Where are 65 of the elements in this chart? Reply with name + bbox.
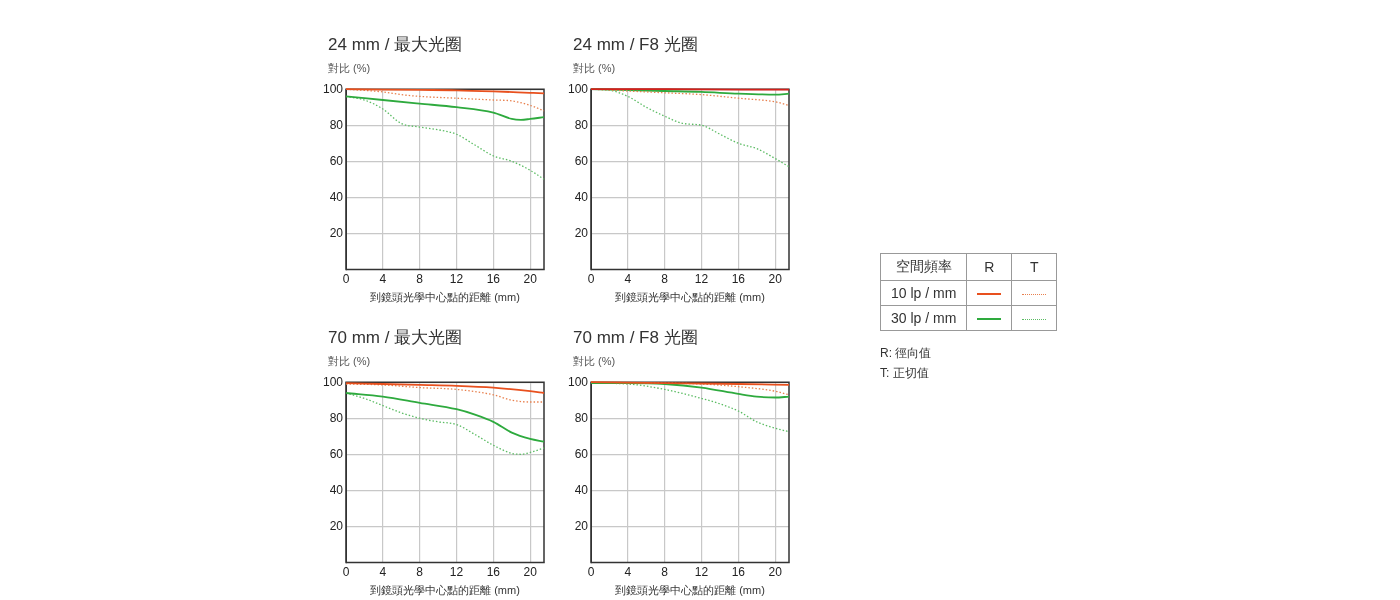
y-tick-label: 100 [567,81,589,96]
y-tick-label: 20 [329,518,344,533]
x-tick-label: 8 [661,271,669,286]
x-tick-label: 4 [379,271,387,286]
line-series [345,95,545,121]
y-tick-label: 60 [574,446,589,461]
y-tick-label: 40 [329,482,344,497]
y-tick-label: 100 [322,374,344,389]
x-tick-label: 4 [379,564,387,579]
y-tick-label: 40 [574,189,589,204]
x-tick-label: 20 [523,564,538,579]
x-axis-title: 到鏡頭光學中心點的距離 (mm) [615,291,765,304]
text: 30 lp / mm [880,305,967,331]
y-tick-label: 80 [574,117,589,132]
y-tick-label: 100 [322,81,344,96]
x-tick-label: 16 [486,271,501,286]
x-tick-label: 16 [486,564,501,579]
y-tick-label: 60 [574,153,589,168]
chart-title: 24 mm / F8 光圈 [573,34,699,56]
x-tick-label: 8 [416,271,424,286]
x-tick-label: 16 [731,564,746,579]
chart-title: 70 mm / 最大光圈 [328,327,464,349]
y-tick-label: 20 [574,518,589,533]
y-axis-title: 對比 (%) [573,61,617,76]
x-tick-label: 0 [342,564,350,579]
y-tick-label: 60 [329,153,344,168]
x-tick-label: 0 [342,271,350,286]
x-tick-label: 4 [624,271,632,286]
x-tick-label: 0 [587,271,595,286]
x-tick-label: 0 [587,564,595,579]
y-tick-label: 20 [574,225,589,240]
line-series [345,392,545,443]
text: R: 徑向值 [880,345,933,362]
x-tick-label: 16 [731,271,746,286]
y-tick-label: 80 [574,410,589,425]
y-tick-label: 100 [567,374,589,389]
y-axis-title: 對比 (%) [573,354,617,369]
y-tick-label: 40 [574,482,589,497]
x-tick-label: 20 [523,271,538,286]
x-axis-title: 到鏡頭光學中心點的距離 (mm) [370,291,520,304]
y-tick-label: 20 [329,225,344,240]
text: 空間頻率 [880,253,967,281]
y-tick-label: 60 [329,446,344,461]
y-tick-label: 40 [329,189,344,204]
y-tick-label: 80 [329,117,344,132]
x-tick-label: 4 [624,564,632,579]
x-axis-title: 到鏡頭光學中心點的距離 (mm) [615,584,765,597]
x-tick-label: 12 [694,564,709,579]
chart-title: 24 mm / 最大光圈 [328,34,464,56]
text: T: 正切值 [880,365,930,382]
x-tick-label: 12 [449,271,464,286]
x-tick-label: 8 [661,564,669,579]
x-tick-label: 20 [768,564,783,579]
y-axis-title: 對比 (%) [328,61,372,76]
x-tick-label: 20 [768,271,783,286]
y-tick-label: 80 [329,410,344,425]
y-axis-title: 對比 (%) [328,354,372,369]
text: R [966,253,1012,281]
x-tick-label: 12 [449,564,464,579]
x-tick-label: 8 [416,564,424,579]
x-tick-label: 12 [694,271,709,286]
text: T [1011,253,1057,281]
text: 10 lp / mm [880,280,967,306]
chart-title: 70 mm / F8 光圈 [573,327,699,349]
x-axis-title: 到鏡頭光學中心點的距離 (mm) [370,584,520,597]
